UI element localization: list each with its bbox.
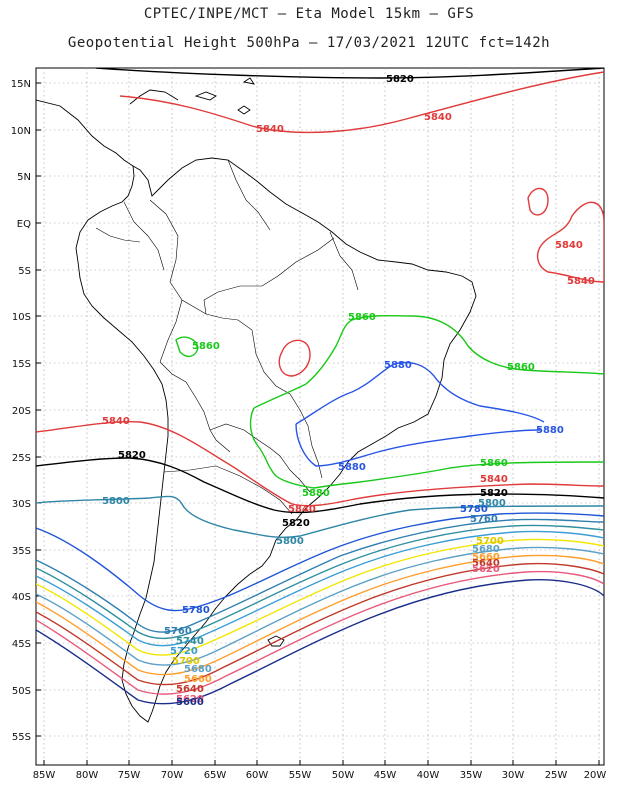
- contour-label: 5840: [424, 112, 452, 123]
- contour-5700: [36, 538, 604, 656]
- lon-tick-label: 60W: [246, 770, 269, 781]
- contour-5740: [36, 524, 604, 640]
- lon-tick-label: 30W: [502, 770, 525, 781]
- contour-5640: [36, 562, 604, 686]
- contour-label: 5660: [184, 674, 212, 685]
- contour-5820-north: [95, 68, 604, 79]
- lat-tick-label: 45S: [12, 639, 31, 650]
- lon-tick-label: 85W: [33, 770, 56, 781]
- contour-label: 5880: [384, 360, 412, 371]
- lat-tick-label: 25S: [12, 453, 31, 464]
- contour-label: 5880: [536, 425, 564, 436]
- contour-label: 5840: [256, 124, 284, 135]
- contour-label: 5780: [460, 504, 488, 515]
- contour-label: 5700: [172, 656, 200, 667]
- contour-label: 5840: [555, 240, 583, 251]
- contour-label: 5840: [288, 504, 316, 515]
- lon-tick-label: 80W: [76, 770, 99, 781]
- contour-label: 5620: [176, 694, 204, 705]
- lon-tick-label: 75W: [118, 770, 141, 781]
- map-title: CPTEC/INPE/MCT – Eta Model 15km – GFS: [143, 6, 475, 22]
- lat-tick-label: 5N: [17, 172, 31, 183]
- lat-tick-label: 40S: [12, 592, 31, 603]
- lon-tick-label: 40W: [417, 770, 440, 781]
- contour-label: 5820: [480, 488, 508, 499]
- contour-label: 5700: [476, 536, 504, 547]
- contour-5780: [36, 512, 604, 612]
- contour-label: 5800: [102, 496, 130, 507]
- lat-tick-label: 30S: [12, 499, 31, 510]
- lat-tick-label: 15S: [12, 359, 31, 370]
- contour-label: 5860: [192, 341, 220, 352]
- lon-tick-label: 70W: [161, 770, 184, 781]
- contour-label: 5780: [182, 605, 210, 616]
- lat-tick-label: 15N: [11, 79, 31, 90]
- contour-label: 5680: [184, 664, 212, 675]
- lon-tick-label: 65W: [204, 770, 227, 781]
- lon-tick-label: 25W: [545, 770, 568, 781]
- contour-5680: [36, 546, 604, 666]
- contour-label: 5660: [472, 552, 500, 563]
- contour-label: 5600: [176, 697, 204, 708]
- lon-tick-label: 45W: [374, 770, 397, 781]
- contour-5620: [36, 570, 604, 695]
- lat-tick-label: 5S: [18, 266, 31, 277]
- lon-tick-label: 20W: [584, 770, 607, 781]
- lat-tick-label: 10S: [12, 312, 31, 323]
- contour-5660: [36, 554, 604, 676]
- contour-5720: [36, 530, 604, 647]
- lat-tick-label: 35S: [12, 546, 31, 557]
- lat-tick-label: 20S: [12, 406, 31, 417]
- contour-label: 5860: [507, 362, 535, 373]
- contour-label: 5880: [338, 462, 366, 473]
- contour-label: 5840: [480, 474, 508, 485]
- tick-marks: [36, 82, 600, 765]
- contour-5760: [36, 518, 604, 633]
- contour-label: 5720: [170, 646, 198, 657]
- contour-label: 5740: [176, 636, 204, 647]
- contour-label: 5840: [102, 416, 130, 427]
- contour-5600: [36, 578, 604, 705]
- contour-label: 5820: [386, 74, 414, 85]
- contour-5860-bolivia: [175, 336, 199, 358]
- contour-label: 5640: [176, 684, 204, 695]
- map-frame: [35, 67, 605, 766]
- contour-5860-ridge: [253, 314, 604, 409]
- lat-tick-label: 50S: [12, 686, 31, 697]
- contour-5840-north: [119, 71, 604, 134]
- contour-5820-mid: [36, 457, 604, 514]
- contour-label: 5760: [470, 514, 498, 525]
- contour-label: 5880: [302, 488, 330, 499]
- lat-tick-label: 10N: [11, 126, 31, 137]
- contour-label: 5860: [348, 312, 376, 323]
- contour-label: 5620: [472, 564, 500, 575]
- contour-5860-south: [249, 407, 604, 489]
- lon-tick-label: 35W: [460, 770, 483, 781]
- contour-lines: [36, 68, 604, 705]
- contour-5880-center: [278, 339, 311, 377]
- contour-5840-east-blob: [527, 187, 604, 283]
- lon-tick-label: 55W: [289, 770, 312, 781]
- lon-tick-label: 50W: [332, 770, 355, 781]
- lat-tick-label: EQ: [17, 219, 31, 230]
- contour-5800-west: [36, 495, 604, 539]
- contour-labels: 5820 5840 5840 5840 5840 5860 5860 5860 …: [102, 74, 595, 708]
- contour-label: 5800: [478, 498, 506, 509]
- contour-5840-west: [36, 420, 604, 507]
- contour-label: 5680: [472, 544, 500, 555]
- contour-label: 5860: [480, 458, 508, 469]
- coastline: [36, 77, 477, 723]
- contour-5880-south: [295, 423, 541, 467]
- contour-label: 5640: [472, 558, 500, 569]
- contour-label: 5820: [118, 450, 146, 461]
- map-subtitle: Geopotential Height 500hPa – 17/03/2021 …: [67, 35, 551, 51]
- country-borders: [95, 159, 359, 515]
- contour-label: 5800: [276, 536, 304, 547]
- contour-label: 5760: [164, 626, 192, 637]
- contour-label: 5840: [567, 276, 595, 287]
- lat-tick-label: 55S: [12, 732, 31, 743]
- contour-label: 5820: [282, 518, 310, 529]
- contour-5880-ridge: [295, 361, 545, 425]
